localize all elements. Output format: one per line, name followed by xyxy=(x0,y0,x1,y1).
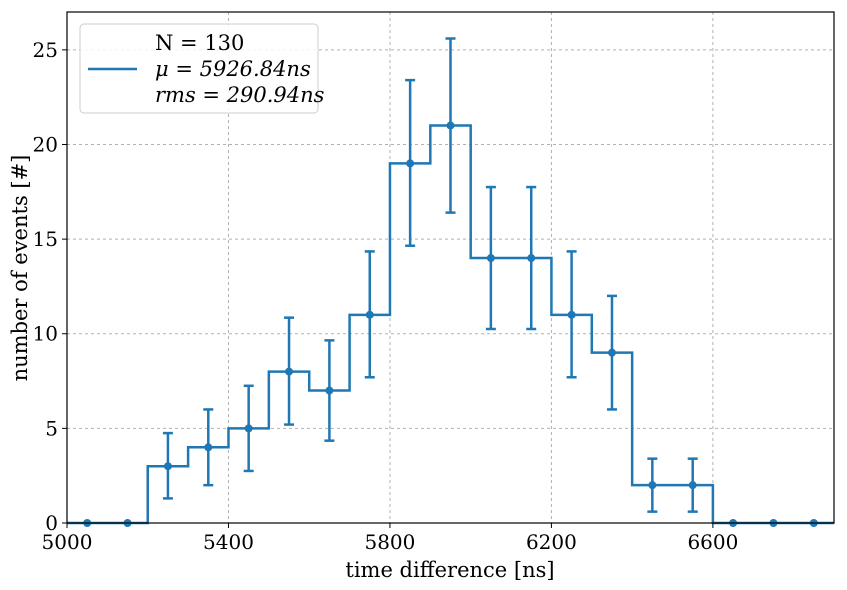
legend-line-n: N = 130 xyxy=(155,31,244,55)
ticks: 5000 5400 5800 6200 6600 0 5 10 15 20 25 xyxy=(33,38,739,554)
bin-point xyxy=(365,310,374,319)
bin-point xyxy=(285,367,294,376)
y-tick-label: 10 xyxy=(33,322,58,346)
bin-point xyxy=(648,481,657,490)
y-tick-label: 5 xyxy=(45,416,58,440)
bin-point xyxy=(567,310,576,319)
y-tick-label: 0 xyxy=(45,511,58,535)
bin-point xyxy=(244,424,253,433)
bin-point xyxy=(607,348,616,357)
legend: N = 130 μ = 5926.84ns rms = 290.94ns xyxy=(79,23,325,114)
x-tick-label: 6600 xyxy=(687,530,738,554)
bin-point xyxy=(446,121,455,130)
y-axis-label: number of events [#] xyxy=(8,155,32,382)
x-tick-label: 6200 xyxy=(526,530,577,554)
y-tick-label: 20 xyxy=(33,132,58,156)
bin-point xyxy=(486,254,495,263)
x-tick-label: 5000 xyxy=(42,530,93,554)
plot-frame xyxy=(66,11,835,524)
x-tick-label: 5800 xyxy=(364,530,415,554)
bin-point xyxy=(688,481,697,490)
bin-point xyxy=(406,159,415,168)
histogram-step-line xyxy=(67,124,834,525)
bin-point xyxy=(325,386,334,395)
bin-point xyxy=(527,254,536,263)
x-axis-label: time difference [ns] xyxy=(345,558,554,582)
legend-line-rms: rms = 290.94ns xyxy=(155,83,325,107)
legend-box xyxy=(79,23,319,114)
y-tick-label: 15 xyxy=(33,227,58,251)
data-layer xyxy=(67,37,834,527)
legend-line-mu: μ = 5926.84ns xyxy=(155,57,311,81)
x-tick-label: 5400 xyxy=(203,530,254,554)
y-tick-label: 25 xyxy=(33,38,58,62)
bin-point xyxy=(204,443,213,452)
bin-point xyxy=(163,462,172,471)
